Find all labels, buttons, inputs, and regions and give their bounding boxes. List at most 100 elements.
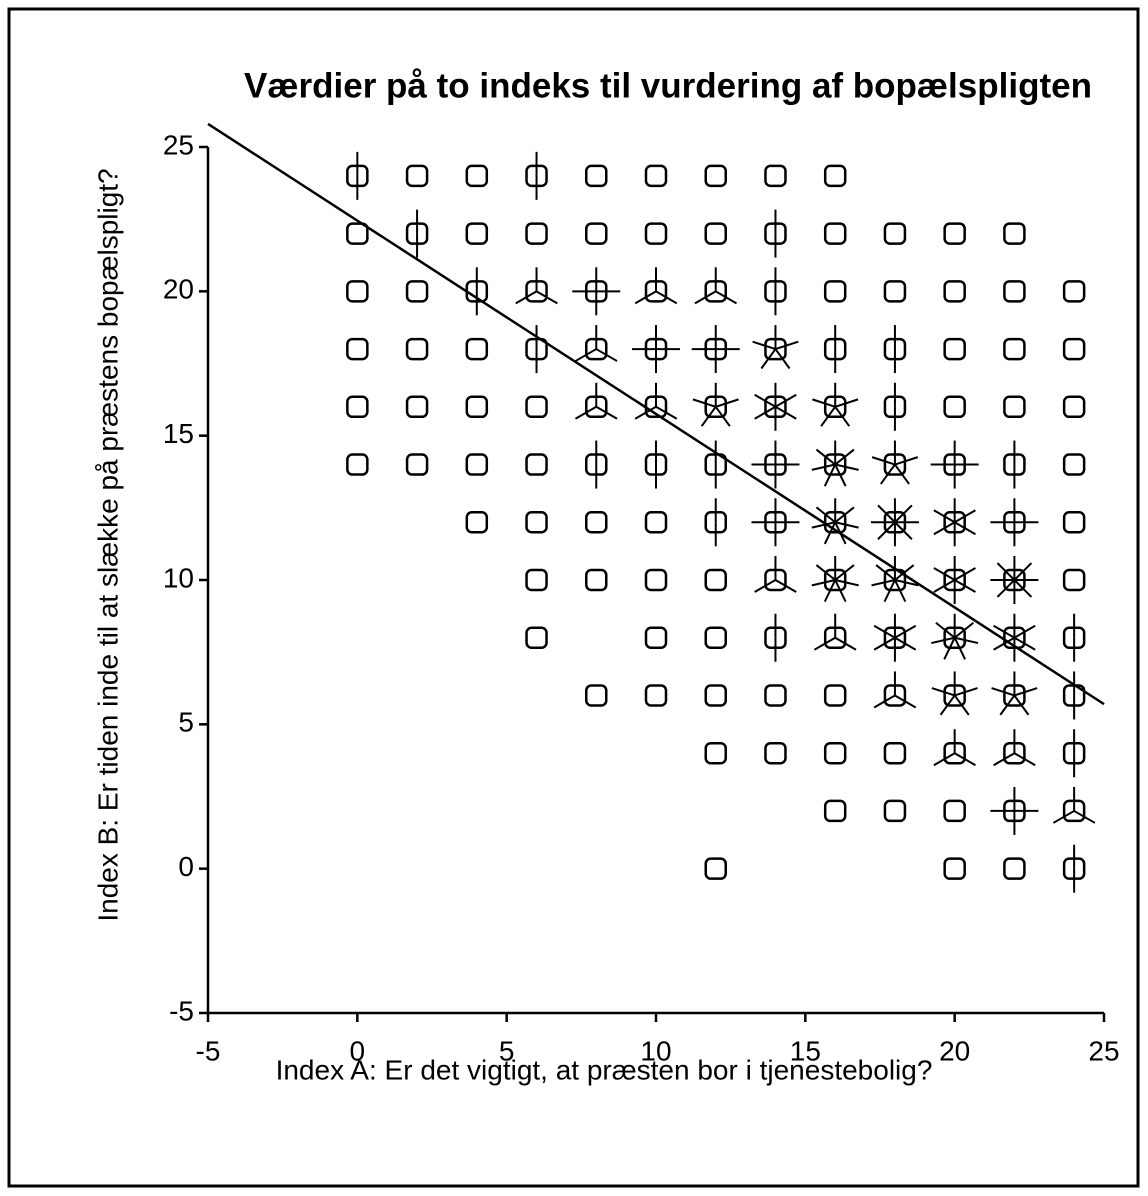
- point-box: [644, 164, 668, 188]
- sunflower-point: [465, 395, 489, 419]
- sunflower-point: [823, 684, 847, 707]
- sunflower-point: [1062, 395, 1086, 419]
- sunflower-point: [585, 568, 608, 592]
- sunflower-point: [1062, 844, 1086, 893]
- point-box: [943, 395, 966, 419]
- petal: [993, 752, 1015, 767]
- petal: [834, 506, 855, 524]
- sunflower-point: [644, 684, 668, 707]
- petal: [996, 579, 1016, 598]
- sunflower-point: [883, 222, 907, 245]
- point-box: [346, 222, 369, 245]
- y-axis-label: Index B: Er tiden inde til at slække på …: [92, 168, 123, 921]
- point-box: [704, 684, 727, 707]
- sunflower-point: [943, 799, 966, 823]
- point-box: [346, 453, 369, 476]
- point-box: [465, 395, 489, 419]
- x-tick-label: 10: [640, 1035, 671, 1066]
- petal: [714, 406, 731, 427]
- sunflower-point: [990, 556, 1039, 604]
- x-tick-label: 20: [939, 1035, 970, 1066]
- sunflower-point: [704, 164, 727, 188]
- petal: [943, 637, 956, 660]
- sunflower-point: [525, 453, 548, 476]
- petal: [954, 621, 975, 639]
- petal: [953, 694, 970, 716]
- sunflower-point: [754, 556, 797, 593]
- point-box: [1062, 395, 1086, 419]
- point-box: [405, 164, 429, 188]
- petal: [834, 521, 859, 529]
- petal: [834, 448, 855, 466]
- frame: [7, 7, 1140, 1188]
- sunflower-point: [823, 325, 847, 374]
- x-tick-label: -5: [196, 1035, 221, 1066]
- point-box: [346, 337, 369, 361]
- sunflower-point: [346, 151, 369, 200]
- petal: [933, 752, 956, 767]
- sunflower-point: [644, 222, 668, 245]
- petal: [1073, 810, 1096, 824]
- sunflower-point: [585, 684, 608, 707]
- petal: [815, 506, 836, 524]
- sunflower-point: [1062, 453, 1086, 476]
- petal: [871, 456, 896, 466]
- sunflower-point: [764, 684, 787, 707]
- petal: [894, 463, 910, 485]
- petal: [834, 464, 847, 487]
- point-box: [346, 395, 369, 419]
- sunflower-point: [405, 209, 429, 258]
- petal: [933, 509, 956, 524]
- petal: [754, 405, 776, 420]
- point-box: [585, 164, 608, 188]
- point-box: [1003, 337, 1026, 361]
- petal: [634, 290, 657, 305]
- petal: [834, 579, 847, 603]
- petal: [933, 521, 956, 536]
- sunflower-point: [813, 613, 857, 651]
- point-box: [525, 395, 548, 419]
- petal: [1052, 810, 1075, 824]
- point-box: [943, 857, 966, 880]
- point-box: [883, 222, 907, 245]
- petal: [715, 398, 739, 408]
- sunflower-point: [930, 440, 979, 489]
- sunflower-point: [346, 280, 369, 303]
- point-box: [525, 626, 548, 649]
- petal: [811, 521, 836, 529]
- point-box: [644, 626, 668, 649]
- petal: [1013, 562, 1033, 581]
- point-box: [764, 741, 787, 765]
- sunflower-point: [465, 337, 489, 361]
- y-tick-label: 25: [163, 129, 194, 160]
- sunflower-point: [823, 280, 847, 303]
- petal: [715, 290, 738, 305]
- point-box: [465, 511, 489, 534]
- petal: [834, 398, 859, 408]
- petal: [991, 687, 1015, 697]
- sunflower-point: [1003, 337, 1026, 361]
- point-box: [585, 222, 608, 245]
- point-box: [823, 164, 847, 188]
- sunflower-point: [644, 511, 668, 534]
- petal: [894, 456, 919, 466]
- sunflower-point: [465, 511, 489, 534]
- petal: [894, 636, 917, 651]
- petal: [873, 694, 896, 709]
- sunflower-point: [1062, 671, 1086, 720]
- point-box: [764, 164, 787, 188]
- sunflower-point: [572, 267, 621, 316]
- sunflower-point: [943, 337, 966, 361]
- sunflower-point: [764, 164, 787, 188]
- petal: [1013, 579, 1033, 598]
- petal: [1013, 636, 1036, 651]
- sunflower-point: [691, 325, 740, 374]
- petal: [655, 290, 678, 305]
- petal: [515, 290, 538, 305]
- point-box: [943, 799, 966, 823]
- point-box: [405, 337, 429, 361]
- sunflower-point: [931, 613, 979, 660]
- point-box: [823, 684, 847, 707]
- petal: [834, 521, 847, 545]
- sunflower-point: [632, 325, 680, 374]
